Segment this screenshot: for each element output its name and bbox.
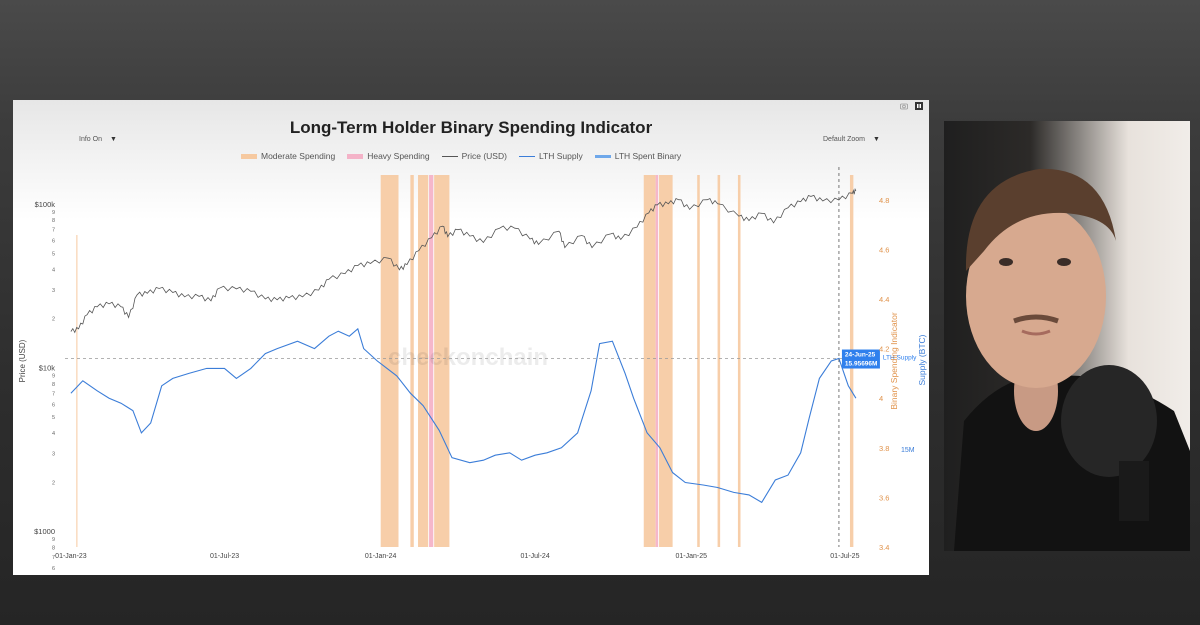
y-left-minor-tick-label: 2 — [52, 480, 55, 486]
y-left-minor-tick-label: 8 — [52, 382, 55, 388]
price-line — [70, 188, 857, 334]
moderate-spending-band — [717, 175, 721, 547]
y-right-tick-label: 4 — [879, 394, 883, 403]
legend-label-spent-binary: LTH Spent Binary — [614, 151, 682, 161]
y-left-minor-tick-label: 7 — [52, 391, 55, 397]
y-right-tick-label: 3.8 — [879, 444, 889, 453]
y-left-minor-tick-label: 8 — [52, 546, 55, 552]
x-tick-label: 01-Jan-23 — [55, 553, 87, 560]
moderate-spending-band — [434, 175, 450, 547]
legend-item-price[interactable]: Price (USD) — [441, 151, 507, 161]
info-dropdown-label: Info On — [79, 136, 102, 143]
zoom-dropdown[interactable]: Default Zoom ▼ — [823, 136, 880, 143]
legend-label-heavy: Heavy Spending — [367, 151, 430, 161]
y-left-minor-tick-label: 9 — [52, 210, 55, 216]
y-right-tick-label: 3.4 — [879, 543, 889, 552]
y-left-tick-label: $100k — [35, 200, 56, 209]
legend-label-price: Price (USD) — [461, 151, 507, 161]
x-tick-label: 01-Jan-25 — [676, 553, 708, 560]
y-left-minor-tick-label: 4 — [52, 267, 55, 273]
webcam-presenter — [944, 121, 1190, 551]
moderate-spending-band — [643, 175, 656, 547]
y-right-tick-label: 4.6 — [879, 245, 889, 254]
y-left-minor-tick-label: 6 — [52, 239, 55, 245]
moderate-spending-band — [418, 175, 429, 547]
heavy-spending-band — [429, 175, 434, 547]
legend-swatch-lth-supply — [518, 155, 535, 157]
x-tick-label: 01-Jan-24 — [365, 553, 397, 560]
y-left-tick-label: $1000 — [34, 527, 55, 536]
legend-item-heavy[interactable]: Heavy Spending — [347, 151, 430, 161]
info-dropdown[interactable]: Info On ▼ — [79, 136, 117, 143]
y-left-minor-tick-label: 6 — [52, 402, 55, 408]
x-tick-label: 01-Jul-24 — [521, 553, 550, 560]
watermark-text: checkonchain — [388, 344, 548, 371]
y-left-minor-tick-label: 3 — [52, 452, 55, 458]
legend-item-moderate[interactable]: Moderate Spending — [241, 151, 335, 161]
y-left-minor-tick-label: 5 — [52, 415, 55, 421]
y-left-minor-tick-label: 3 — [52, 288, 55, 294]
chart-legend: Moderate Spending Heavy Spending Price (… — [241, 151, 681, 161]
y-left-minor-tick-label: 7 — [52, 555, 55, 561]
y-supply-tick-label: 15M — [901, 447, 915, 454]
y-left-minor-tick-label: 9 — [52, 373, 55, 379]
y-left-minor-tick-label: 6 — [52, 566, 55, 572]
moderate-spending-band — [410, 175, 414, 547]
x-tick-label: 01-Jul-23 — [210, 553, 239, 560]
y-left-minor-tick-label: 4 — [52, 431, 55, 437]
moderate-spending-band — [659, 175, 673, 547]
crosshair-series-label: LTH Supply — [883, 355, 917, 362]
moderate-spending-band — [737, 175, 741, 547]
y-left-minor-tick-label: 9 — [52, 537, 55, 543]
legend-label-lth-supply: LTH Supply — [538, 151, 583, 161]
legend-swatch-spent-binary — [594, 154, 611, 158]
camera-icon[interactable] — [900, 102, 908, 110]
y-left-minor-tick-label: 2 — [52, 317, 55, 323]
chart-plot: checkonchain 24-Jun-25 15.95696M LTH Suppl… — [18, 167, 927, 572]
crosshair-value: 15.95696M — [845, 361, 878, 368]
y-right-axis-title: Binary Spending Indicator — [889, 312, 899, 410]
logo-icon[interactable] — [915, 102, 923, 110]
legend-label-moderate: Moderate Spending — [261, 151, 336, 161]
x-tick-label: 01-Jul-25 — [830, 553, 859, 560]
chart-title: Long-Term Holder Binary Spending Indicat… — [289, 118, 653, 137]
chevron-down-icon: ▼ — [873, 136, 880, 143]
legend-swatch-price — [441, 155, 458, 157]
crosshair-tooltip — [841, 349, 880, 369]
chart-panel: Long-Term Holder Binary Spending Indicat… — [13, 100, 929, 575]
legend-item-spent-binary[interactable]: LTH Spent Binary — [594, 151, 682, 161]
y-right-tick-label: 3.6 — [879, 493, 889, 502]
legend-item-lth-supply[interactable]: LTH Supply — [518, 151, 583, 161]
y-left-minor-tick-label: 7 — [52, 228, 55, 234]
y-left-minor-tick-label: 8 — [52, 218, 55, 224]
y-right-tick-label: 4.4 — [879, 295, 889, 304]
y-left-minor-tick-label: 5 — [52, 252, 55, 258]
moderate-spending-band — [380, 175, 399, 547]
y-supply-axis-title: Supply (BTC) — [917, 334, 927, 385]
y-left-tick-label: $10k — [39, 363, 56, 372]
moderate-spending-band — [697, 175, 700, 547]
chevron-down-icon: ▼ — [109, 136, 117, 143]
zoom-dropdown-label: Default Zoom — [823, 136, 866, 143]
legend-swatch-heavy — [347, 153, 364, 159]
lth-supply-line — [70, 327, 857, 504]
legend-swatch-moderate — [241, 153, 257, 159]
y-right-tick-label: 4.2 — [879, 345, 889, 354]
heavy-spending-band — [655, 175, 659, 547]
y-left-axis-title: Price (USD) — [18, 339, 27, 382]
crosshair-date: 24-Jun-25 — [845, 352, 876, 359]
y-right-tick-label: 4.8 — [879, 196, 889, 205]
presenter-image — [954, 168, 1190, 551]
